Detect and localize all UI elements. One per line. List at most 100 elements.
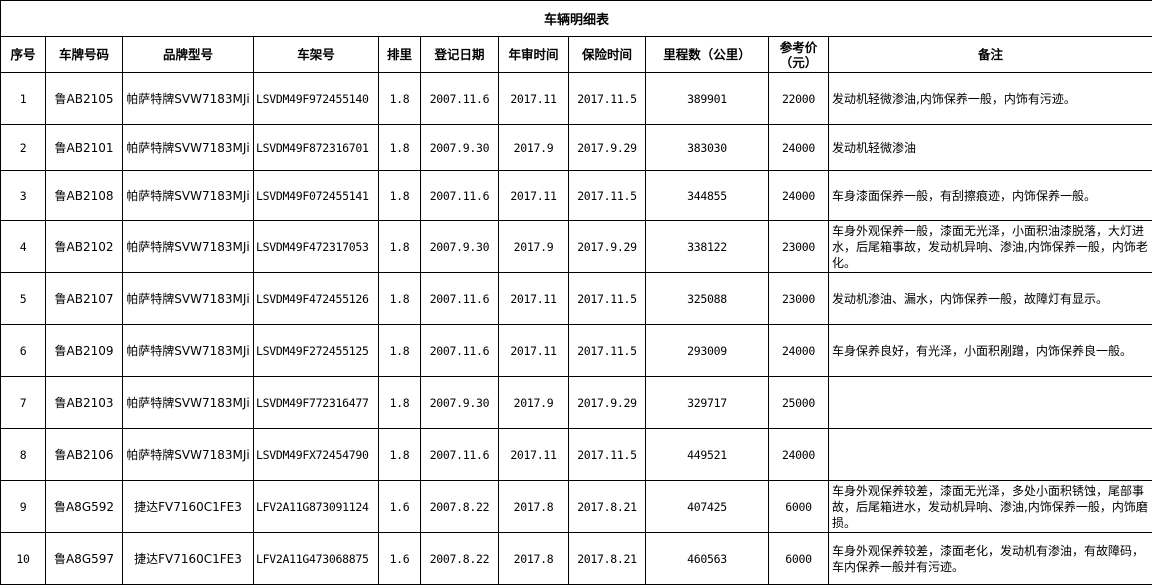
cell-reg-date[interactable]: 2007.11.6 [420,72,499,125]
cell-index[interactable]: 1 [0,72,46,125]
cell-price[interactable]: 23000 [768,220,829,273]
cell-price[interactable]: 24000 [768,428,829,481]
cell-inspection[interactable]: 2017.11 [498,428,569,481]
cell-plate[interactable]: 鲁AB2105 [45,72,123,125]
cell-displacement[interactable]: 1.8 [378,124,421,171]
cell-mileage[interactable]: 383030 [645,124,769,171]
cell-plate[interactable]: 鲁AB2106 [45,428,123,481]
cell-mileage[interactable]: 407425 [645,480,769,533]
cell-index[interactable]: 3 [0,170,46,221]
cell-vin[interactable]: LFV2A11G873091124 [253,480,379,533]
cell-insurance[interactable]: 2017.11.5 [568,272,646,325]
cell-plate[interactable]: 鲁AB2107 [45,272,123,325]
cell-insurance[interactable]: 2017.8.21 [568,532,646,585]
cell-note[interactable] [827,376,1152,429]
cell-vin[interactable]: LSVDM49FX72454790 [253,428,379,481]
cell-note[interactable]: 车身外观保养一般，漆面无光泽，小面积油漆脱落，大灯进水，后尾箱事故，发动机异响、… [827,220,1152,273]
cell-model[interactable]: 帕萨特牌SVW7183MJi [122,324,254,377]
cell-model[interactable]: 捷达FV7160C1FE3 [122,480,254,533]
cell-price[interactable]: 24000 [768,124,829,171]
cell-note[interactable]: 发动机轻微渗油 [827,124,1152,171]
cell-inspection[interactable]: 2017.9 [498,220,569,273]
cell-reg-date[interactable]: 2007.11.6 [420,272,499,325]
cell-model[interactable]: 捷达FV7160C1FE3 [122,532,254,585]
cell-displacement[interactable]: 1.8 [378,428,421,481]
cell-plate[interactable]: 鲁AB2108 [45,170,123,221]
cell-inspection[interactable]: 2017.11 [498,324,569,377]
cell-model[interactable]: 帕萨特牌SVW7183MJi [122,272,254,325]
cell-inspection[interactable]: 2017.8 [498,532,569,585]
cell-note[interactable]: 车身外观保养较差，漆面无光泽，多处小面积锈蚀，尾部事故，后尾箱进水，发动机异响、… [827,480,1152,533]
cell-price[interactable]: 25000 [768,376,829,429]
cell-insurance[interactable]: 2017.9.29 [568,376,646,429]
cell-index[interactable]: 5 [0,272,46,325]
cell-model[interactable]: 帕萨特牌SVW7183MJi [122,220,254,273]
cell-index[interactable]: 9 [0,480,46,533]
cell-insurance[interactable]: 2017.9.29 [568,220,646,273]
cell-displacement[interactable]: 1.8 [378,324,421,377]
cell-inspection[interactable]: 2017.11 [498,272,569,325]
cell-note[interactable]: 车身漆面保养一般，有刮擦痕迹，内饰保养一般。 [827,170,1152,221]
cell-insurance[interactable]: 2017.11.5 [568,324,646,377]
cell-note[interactable]: 车身保养良好，有光泽，小面积剐蹭，内饰保养良一般。 [827,324,1152,377]
cell-vin[interactable]: LSVDM49F972455140 [253,72,379,125]
cell-index[interactable]: 10 [0,532,46,585]
cell-price[interactable]: 23000 [768,272,829,325]
cell-plate[interactable]: 鲁AB2109 [45,324,123,377]
cell-displacement[interactable]: 1.8 [378,376,421,429]
cell-index[interactable]: 8 [0,428,46,481]
cell-note[interactable]: 车身外观保养较差，漆面老化，发动机有渗油，有故障码，车内保养一般并有污迹。 [827,532,1152,585]
cell-plate[interactable]: 鲁AB2102 [45,220,123,273]
cell-displacement[interactable]: 1.6 [378,480,421,533]
cell-note[interactable]: 发动机轻微渗油,内饰保养一般，内饰有污迹。 [827,72,1152,125]
cell-vin[interactable]: LSVDM49F772316477 [253,376,379,429]
cell-reg-date[interactable]: 2007.8.22 [420,532,499,585]
cell-insurance[interactable]: 2017.11.5 [568,170,646,221]
cell-reg-date[interactable]: 2007.11.6 [420,170,499,221]
cell-inspection[interactable]: 2017.9 [498,376,569,429]
cell-displacement[interactable]: 1.8 [378,220,421,273]
cell-insurance[interactable]: 2017.11.5 [568,428,646,481]
cell-inspection[interactable]: 2017.8 [498,480,569,533]
cell-model[interactable]: 帕萨特牌SVW7183MJi [122,170,254,221]
cell-inspection[interactable]: 2017.9 [498,124,569,171]
cell-mileage[interactable]: 338122 [645,220,769,273]
cell-displacement[interactable]: 1.6 [378,532,421,585]
cell-displacement[interactable]: 1.8 [378,170,421,221]
cell-mileage[interactable]: 329717 [645,376,769,429]
cell-vin[interactable]: LFV2A11G473068875 [253,532,379,585]
cell-vin[interactable]: LSVDM49F472317053 [253,220,379,273]
cell-inspection[interactable]: 2017.11 [498,72,569,125]
cell-index[interactable]: 7 [0,376,46,429]
cell-displacement[interactable]: 1.8 [378,272,421,325]
cell-vin[interactable]: LSVDM49F272455125 [253,324,379,377]
cell-price[interactable]: 6000 [768,480,829,533]
cell-note[interactable]: 发动机渗油、漏水，内饰保养一般，故障灯有显示。 [827,272,1152,325]
cell-mileage[interactable]: 293009 [645,324,769,377]
cell-insurance[interactable]: 2017.8.21 [568,480,646,533]
cell-mileage[interactable]: 389901 [645,72,769,125]
cell-mileage[interactable]: 344855 [645,170,769,221]
cell-mileage[interactable]: 325088 [645,272,769,325]
cell-reg-date[interactable]: 2007.11.6 [420,428,499,481]
cell-vin[interactable]: LSVDM49F472455126 [253,272,379,325]
cell-vin[interactable]: LSVDM49F072455141 [253,170,379,221]
cell-plate[interactable]: 鲁A8G597 [45,532,123,585]
cell-reg-date[interactable]: 2007.8.22 [420,480,499,533]
cell-vin[interactable]: LSVDM49F872316701 [253,124,379,171]
cell-insurance[interactable]: 2017.9.29 [568,124,646,171]
cell-model[interactable]: 帕萨特牌SVW7183MJi [122,72,254,125]
cell-model[interactable]: 帕萨特牌SVW7183MJi [122,124,254,171]
cell-mileage[interactable]: 449521 [645,428,769,481]
cell-mileage[interactable]: 460563 [645,532,769,585]
cell-price[interactable]: 24000 [768,324,829,377]
cell-price[interactable]: 22000 [768,72,829,125]
cell-model[interactable]: 帕萨特牌SVW7183MJi [122,376,254,429]
cell-displacement[interactable]: 1.8 [378,72,421,125]
cell-inspection[interactable]: 2017.11 [498,170,569,221]
cell-plate[interactable]: 鲁A8G592 [45,480,123,533]
cell-plate[interactable]: 鲁AB2103 [45,376,123,429]
cell-model[interactable]: 帕萨特牌SVW7183MJi [122,428,254,481]
cell-reg-date[interactable]: 2007.11.6 [420,324,499,377]
cell-index[interactable]: 4 [0,220,46,273]
